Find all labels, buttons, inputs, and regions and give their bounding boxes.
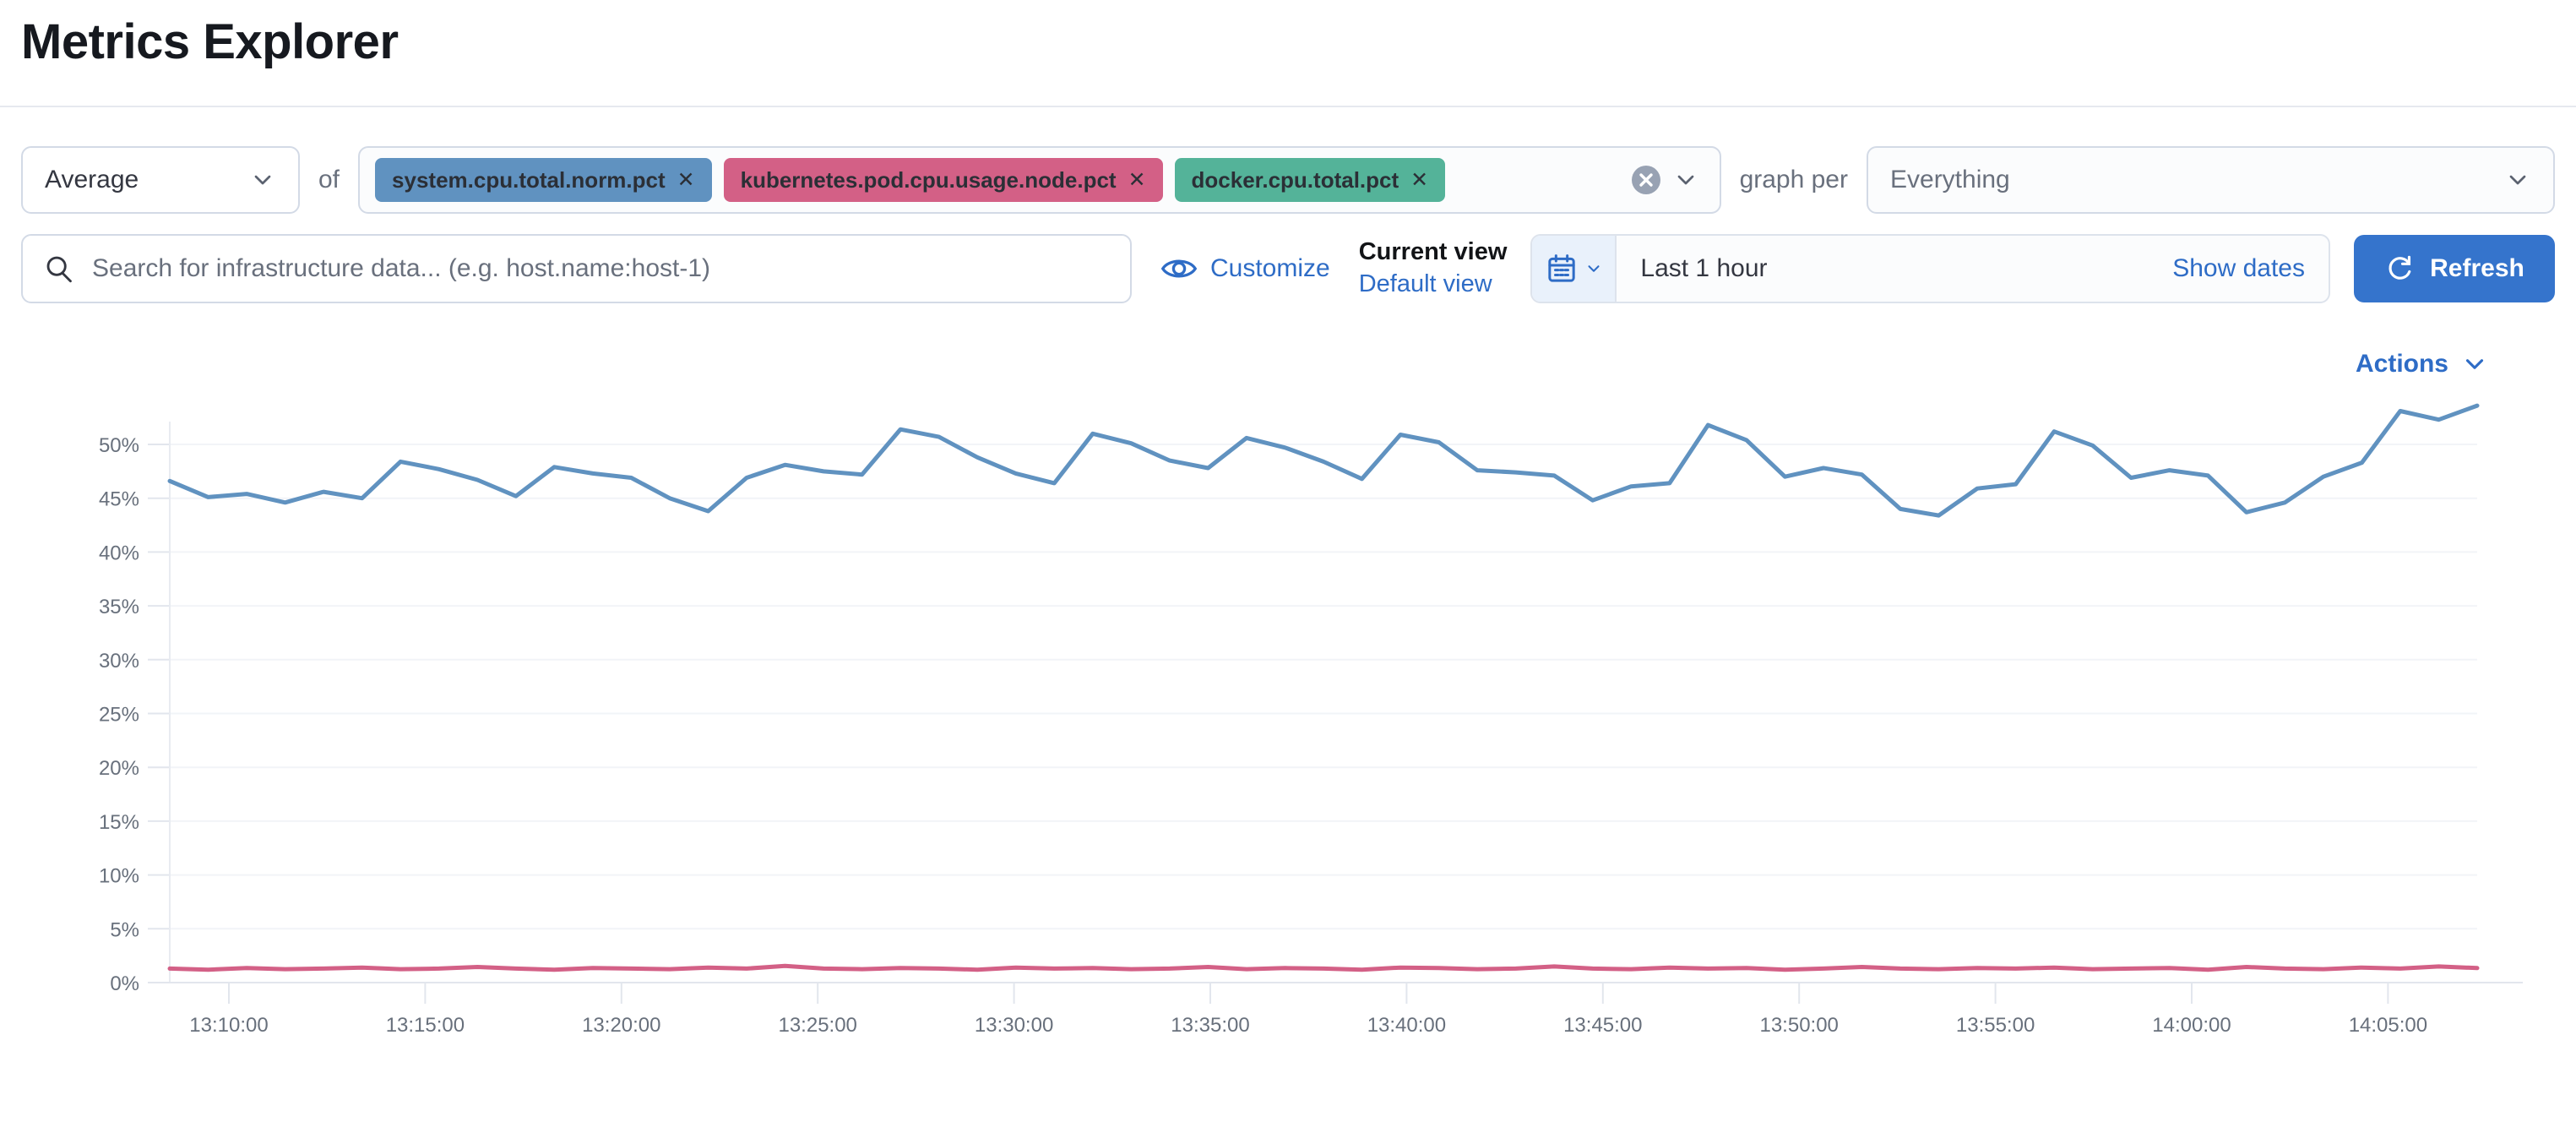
- metric-pill-docker-cpu[interactable]: docker.cpu.total.pct ✕: [1174, 158, 1446, 202]
- svg-text:13:20:00: 13:20:00: [582, 1014, 660, 1037]
- metrics-chart[interactable]: 0% 5% 10% 15% 20% 25% 30% 35% 40% 45% 50% 13:10:00 1…: [21, 389, 2576, 1057]
- clear-circle-icon: [1631, 166, 1660, 194]
- svg-text:13:10:00: 13:10:00: [189, 1014, 268, 1037]
- quick-select-button[interactable]: [1532, 236, 1617, 302]
- svg-text:5%: 5%: [110, 918, 139, 941]
- current-view-label: Current view: [1358, 238, 1508, 266]
- group-by-select[interactable]: Everything: [1867, 146, 2555, 214]
- refresh-button[interactable]: Refresh: [2354, 235, 2555, 302]
- date-picker: Last 1 hour Show dates: [1530, 234, 2330, 303]
- metric-pill-kubernetes-pod-cpu[interactable]: kubernetes.pod.cpu.usage.node.pct ✕: [723, 158, 1163, 202]
- header-divider: [0, 106, 2576, 107]
- actions-menu-button[interactable]: Actions: [2350, 349, 2494, 379]
- filter-bar: Customize Current view Default view Last…: [21, 234, 2555, 303]
- eye-icon: [1160, 259, 1198, 278]
- view-status: Current view Default view: [1359, 237, 1508, 300]
- search-box[interactable]: [21, 234, 1132, 303]
- page-title: Metrics Explorer: [21, 14, 399, 69]
- svg-text:0%: 0%: [110, 972, 139, 995]
- svg-text:13:55:00: 13:55:00: [1956, 1014, 2035, 1037]
- metrics-toolbar: Average of system.cpu.total.norm.pct ✕ k…: [21, 146, 2555, 214]
- svg-text:45%: 45%: [99, 488, 139, 511]
- svg-text:14:05:00: 14:05:00: [2349, 1014, 2427, 1037]
- chevron-down-icon: [254, 175, 271, 185]
- chart-header: Actions: [21, 349, 2555, 379]
- svg-text:14:00:00: 14:00:00: [2152, 1014, 2231, 1037]
- remove-metric-icon[interactable]: ✕: [1410, 168, 1429, 192]
- clear-metrics-button[interactable]: [1630, 164, 1662, 196]
- svg-text:25%: 25%: [99, 704, 139, 727]
- svg-text:50%: 50%: [99, 434, 139, 457]
- metrics-combobox[interactable]: system.cpu.total.norm.pct ✕ kubernetes.p…: [358, 146, 1721, 214]
- chevron-down-icon: [1588, 265, 1600, 272]
- svg-text:35%: 35%: [99, 596, 139, 618]
- group-by-value: Everything: [1890, 166, 2010, 193]
- search-icon: [46, 256, 72, 283]
- default-view-link[interactable]: Default view: [1358, 270, 1492, 297]
- metric-pill-label: kubernetes.pod.cpu.usage.node.pct: [740, 166, 1117, 193]
- of-label: of: [318, 166, 340, 193]
- show-dates-button[interactable]: Show dates: [2172, 254, 2329, 283]
- remove-metric-icon[interactable]: ✕: [677, 168, 695, 192]
- aggregation-select[interactable]: Average: [21, 146, 300, 214]
- svg-text:13:40:00: 13:40:00: [1367, 1014, 1446, 1037]
- svg-text:15%: 15%: [99, 811, 139, 834]
- calendar-icon: [1548, 254, 1575, 282]
- actions-label: Actions: [2355, 350, 2448, 378]
- metric-pill-system-cpu[interactable]: system.cpu.total.norm.pct ✕: [375, 158, 712, 202]
- search-input[interactable]: [90, 253, 1110, 284]
- svg-text:40%: 40%: [99, 542, 139, 564]
- metric-pill-label: system.cpu.total.norm.pct: [392, 166, 666, 193]
- svg-text:13:15:00: 13:15:00: [386, 1014, 465, 1037]
- svg-text:10%: 10%: [99, 865, 139, 888]
- time-range-value[interactable]: Last 1 hour: [1640, 254, 1768, 282]
- aggregation-value: Average: [45, 166, 139, 193]
- metrics-explorer-page: Metrics Explorer Average of system.cpu.t…: [0, 14, 2576, 1057]
- svg-text:30%: 30%: [99, 650, 139, 673]
- chevron-down-icon: [2465, 359, 2484, 369]
- svg-text:20%: 20%: [99, 757, 139, 780]
- metric-pill-label: docker.cpu.total.pct: [1191, 166, 1399, 193]
- svg-text:13:50:00: 13:50:00: [1759, 1014, 1838, 1037]
- svg-text:13:25:00: 13:25:00: [778, 1014, 856, 1037]
- chevron-down-icon: [2509, 175, 2526, 185]
- graph-per-label: graph per: [1739, 166, 1848, 193]
- remove-metric-icon[interactable]: ✕: [1128, 168, 1146, 192]
- refresh-icon: [2389, 255, 2411, 280]
- svg-text:13:45:00: 13:45:00: [1563, 1014, 1642, 1037]
- svg-text:13:30:00: 13:30:00: [975, 1014, 1053, 1037]
- svg-text:13:35:00: 13:35:00: [1171, 1014, 1249, 1037]
- refresh-label: Refresh: [2430, 254, 2524, 282]
- customize-button[interactable]: Customize: [1155, 249, 1335, 288]
- customize-label: Customize: [1210, 254, 1330, 282]
- chevron-down-icon[interactable]: [1672, 166, 1699, 193]
